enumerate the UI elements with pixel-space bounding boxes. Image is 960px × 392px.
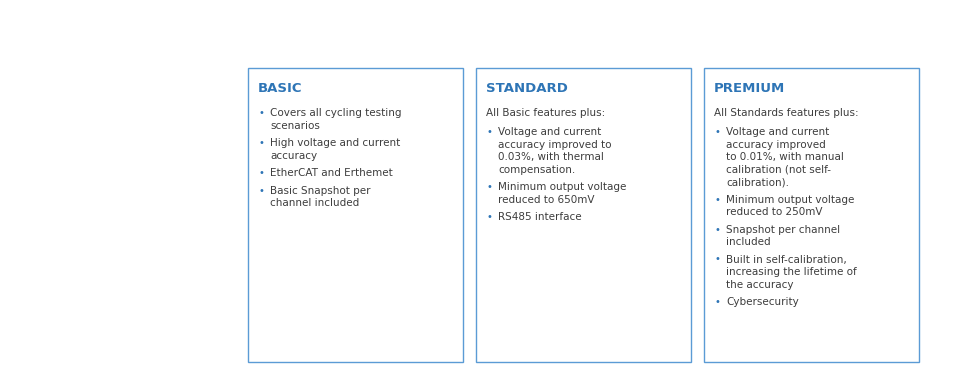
Text: •: •	[487, 212, 492, 222]
Text: Voltage and current: Voltage and current	[726, 127, 829, 137]
FancyBboxPatch shape	[248, 68, 463, 362]
Text: Minimum output voltage: Minimum output voltage	[726, 194, 854, 205]
Text: 0.03%, with thermal: 0.03%, with thermal	[498, 152, 604, 162]
Text: compensation.: compensation.	[498, 165, 575, 174]
Text: •: •	[259, 108, 265, 118]
Text: •: •	[487, 182, 492, 192]
Text: All Basic features plus:: All Basic features plus:	[486, 108, 605, 118]
Text: accuracy: accuracy	[270, 151, 317, 160]
Text: accuracy improved: accuracy improved	[726, 140, 826, 149]
Text: •: •	[487, 127, 492, 137]
Text: •: •	[715, 194, 721, 205]
Text: RS485 interface: RS485 interface	[498, 212, 582, 222]
Text: High voltage and current: High voltage and current	[270, 138, 400, 148]
Text: increasing the lifetime of: increasing the lifetime of	[726, 267, 856, 277]
Text: •: •	[715, 254, 721, 265]
Text: All Standards features plus:: All Standards features plus:	[714, 108, 858, 118]
Text: PREMIUM: PREMIUM	[714, 82, 785, 95]
Text: •: •	[715, 225, 721, 234]
Text: EtherCAT and Erthemet: EtherCAT and Erthemet	[270, 168, 393, 178]
Text: calibration (not self-: calibration (not self-	[726, 165, 831, 174]
Text: to 0.01%, with manual: to 0.01%, with manual	[726, 152, 844, 162]
Text: Voltage and current: Voltage and current	[498, 127, 601, 137]
Text: •: •	[259, 138, 265, 148]
Text: Snapshot per channel: Snapshot per channel	[726, 225, 840, 234]
Text: reduced to 250mV: reduced to 250mV	[726, 207, 823, 217]
FancyBboxPatch shape	[476, 68, 691, 362]
Text: •: •	[715, 297, 721, 307]
Text: Minimum output voltage: Minimum output voltage	[498, 182, 626, 192]
Text: scenarios: scenarios	[270, 120, 320, 131]
Text: •: •	[259, 168, 265, 178]
Text: Basic Snapshot per: Basic Snapshot per	[270, 185, 371, 196]
Text: accuracy improved to: accuracy improved to	[498, 140, 612, 149]
Text: BASIC: BASIC	[258, 82, 302, 95]
Text: the accuracy: the accuracy	[726, 279, 794, 290]
Text: calibration).: calibration).	[726, 177, 789, 187]
Text: STANDARD: STANDARD	[486, 82, 568, 95]
FancyBboxPatch shape	[704, 68, 919, 362]
Text: Built in self-calibration,: Built in self-calibration,	[726, 254, 847, 265]
Text: included: included	[726, 237, 771, 247]
Text: Covers all cycling testing: Covers all cycling testing	[270, 108, 401, 118]
Text: channel included: channel included	[270, 198, 359, 208]
Text: reduced to 650mV: reduced to 650mV	[498, 194, 594, 205]
Text: •: •	[259, 185, 265, 196]
Text: Cybersecurity: Cybersecurity	[726, 297, 799, 307]
Text: •: •	[715, 127, 721, 137]
